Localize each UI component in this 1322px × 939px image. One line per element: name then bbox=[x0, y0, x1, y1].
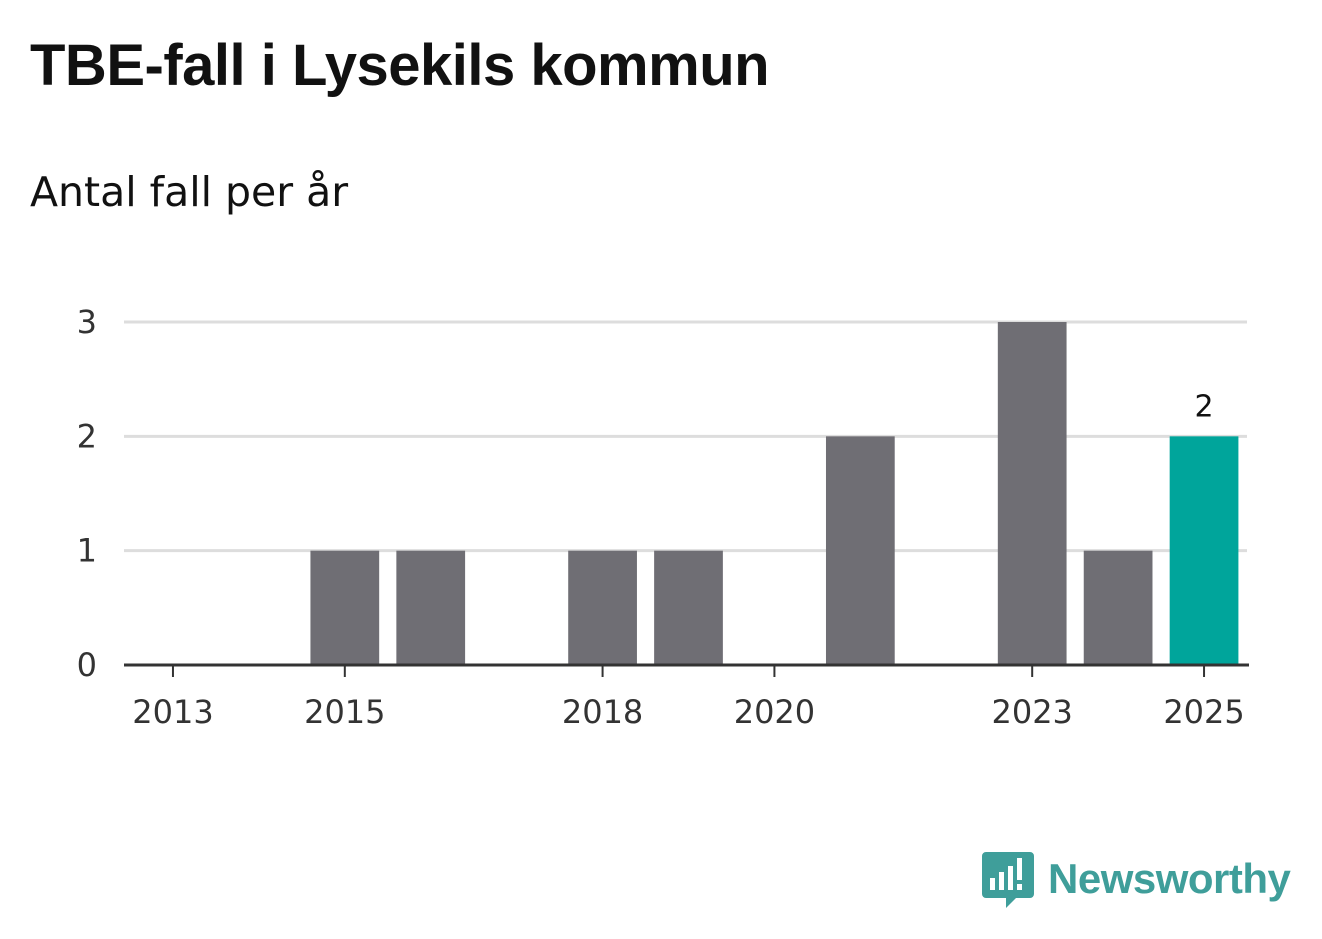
bar-2015 bbox=[310, 550, 380, 665]
data-label-2025: 2 bbox=[1194, 389, 1213, 424]
data-labels: 2 bbox=[1194, 389, 1213, 424]
bar-2024 bbox=[1083, 550, 1153, 665]
chart-title: TBE-fall i Lysekils kommun bbox=[30, 33, 770, 98]
y-axis-ticks: 0 1 2 3 bbox=[77, 303, 97, 684]
bar-2025 bbox=[1169, 436, 1239, 665]
x-tick-label-2023: 2023 bbox=[991, 693, 1072, 731]
x-tick-label-2015: 2015 bbox=[304, 693, 385, 731]
x-tick-label-2020: 2020 bbox=[734, 693, 815, 731]
y-tick-label-3: 3 bbox=[77, 303, 97, 341]
x-axis-ticks: 2013 2015 2018 2020 2023 2025 bbox=[132, 665, 1245, 731]
bar-2018 bbox=[568, 550, 637, 665]
x-tick-label-2013: 2013 bbox=[132, 693, 213, 731]
brand-name: Newsworthy bbox=[1048, 855, 1291, 902]
newsworthy-logo: Newsworthy bbox=[980, 848, 1291, 910]
x-tick-label-2018: 2018 bbox=[562, 693, 643, 731]
bar-2021 bbox=[825, 436, 895, 665]
grid-lines bbox=[124, 320, 1247, 553]
y-tick-label-1: 1 bbox=[77, 532, 97, 570]
y-tick-label-2: 2 bbox=[77, 417, 97, 455]
newsworthy-logo-icon bbox=[982, 852, 1034, 908]
x-tick-label-2025: 2025 bbox=[1163, 693, 1244, 731]
bar-2016 bbox=[396, 550, 466, 665]
bar-2023 bbox=[997, 322, 1067, 665]
chart-subtitle: Antal fall per år bbox=[30, 168, 349, 216]
bars bbox=[310, 322, 1239, 665]
bar-2019 bbox=[654, 550, 723, 665]
y-tick-label-0: 0 bbox=[77, 646, 97, 684]
